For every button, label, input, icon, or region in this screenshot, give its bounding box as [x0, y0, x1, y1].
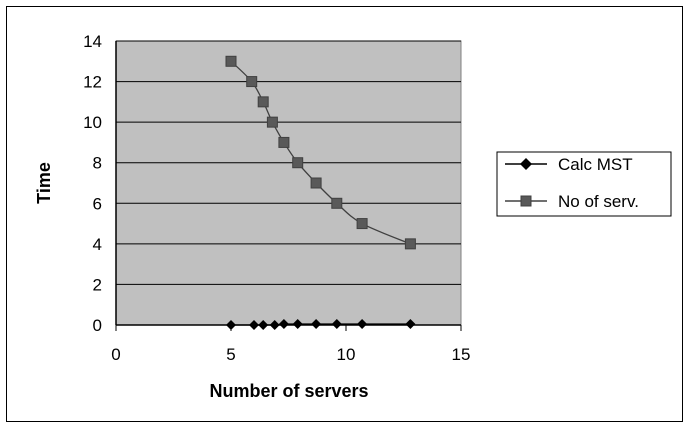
y-tick-label: 6 [93, 194, 102, 213]
point-no-of-serv-5 [292, 157, 304, 169]
point-no-of-serv-7 [331, 197, 343, 209]
point-calc-mst-7 [331, 318, 342, 329]
y-tick-label: 2 [93, 275, 102, 294]
legend-label-calc-mst: Calc MST [558, 155, 633, 174]
point-calc-mst-6 [311, 318, 322, 329]
point-no-of-serv-1 [246, 76, 258, 88]
x-axis-title: Number of servers [209, 381, 368, 401]
legend: Calc MST No of serv. [496, 151, 672, 217]
point-no-of-serv-2 [257, 96, 269, 108]
y-tick-label: 0 [93, 316, 102, 335]
legend-marker-no-of-serv [520, 195, 532, 207]
y-axis-title: Time [34, 162, 54, 204]
y-tick-label: 4 [93, 235, 102, 254]
y-tick-label: 12 [83, 73, 102, 92]
x-tick-label: 10 [337, 345, 356, 364]
x-tick-label: 0 [111, 345, 120, 364]
plot-area [115, 40, 462, 326]
point-calc-mst-9 [405, 318, 416, 329]
x-tick-label: 5 [226, 345, 235, 364]
point-calc-mst-4 [278, 318, 289, 329]
point-no-of-serv-9 [404, 238, 416, 250]
point-calc-mst-8 [357, 318, 368, 329]
y-tick-label: 8 [93, 154, 102, 173]
point-no-of-serv-8 [356, 218, 368, 230]
y-tick-label: 10 [83, 113, 102, 132]
y-tick-label: 14 [83, 32, 102, 51]
point-calc-mst-5 [292, 318, 303, 329]
point-no-of-serv-0 [225, 55, 237, 67]
point-no-of-serv-3 [266, 116, 278, 128]
legend-marker-calc-mst [520, 158, 532, 170]
point-no-of-serv-6 [310, 177, 322, 189]
x-tick-labels: 0 5 10 15 [111, 324, 471, 364]
x-tick-label: 15 [452, 345, 471, 364]
y-tick-labels: 0 2 4 6 8 10 12 14 [83, 32, 117, 335]
point-no-of-serv-4 [278, 136, 290, 148]
series-line-no-of-serv [230, 60, 411, 245]
legend-label-no-of-serv: No of serv. [558, 192, 639, 211]
